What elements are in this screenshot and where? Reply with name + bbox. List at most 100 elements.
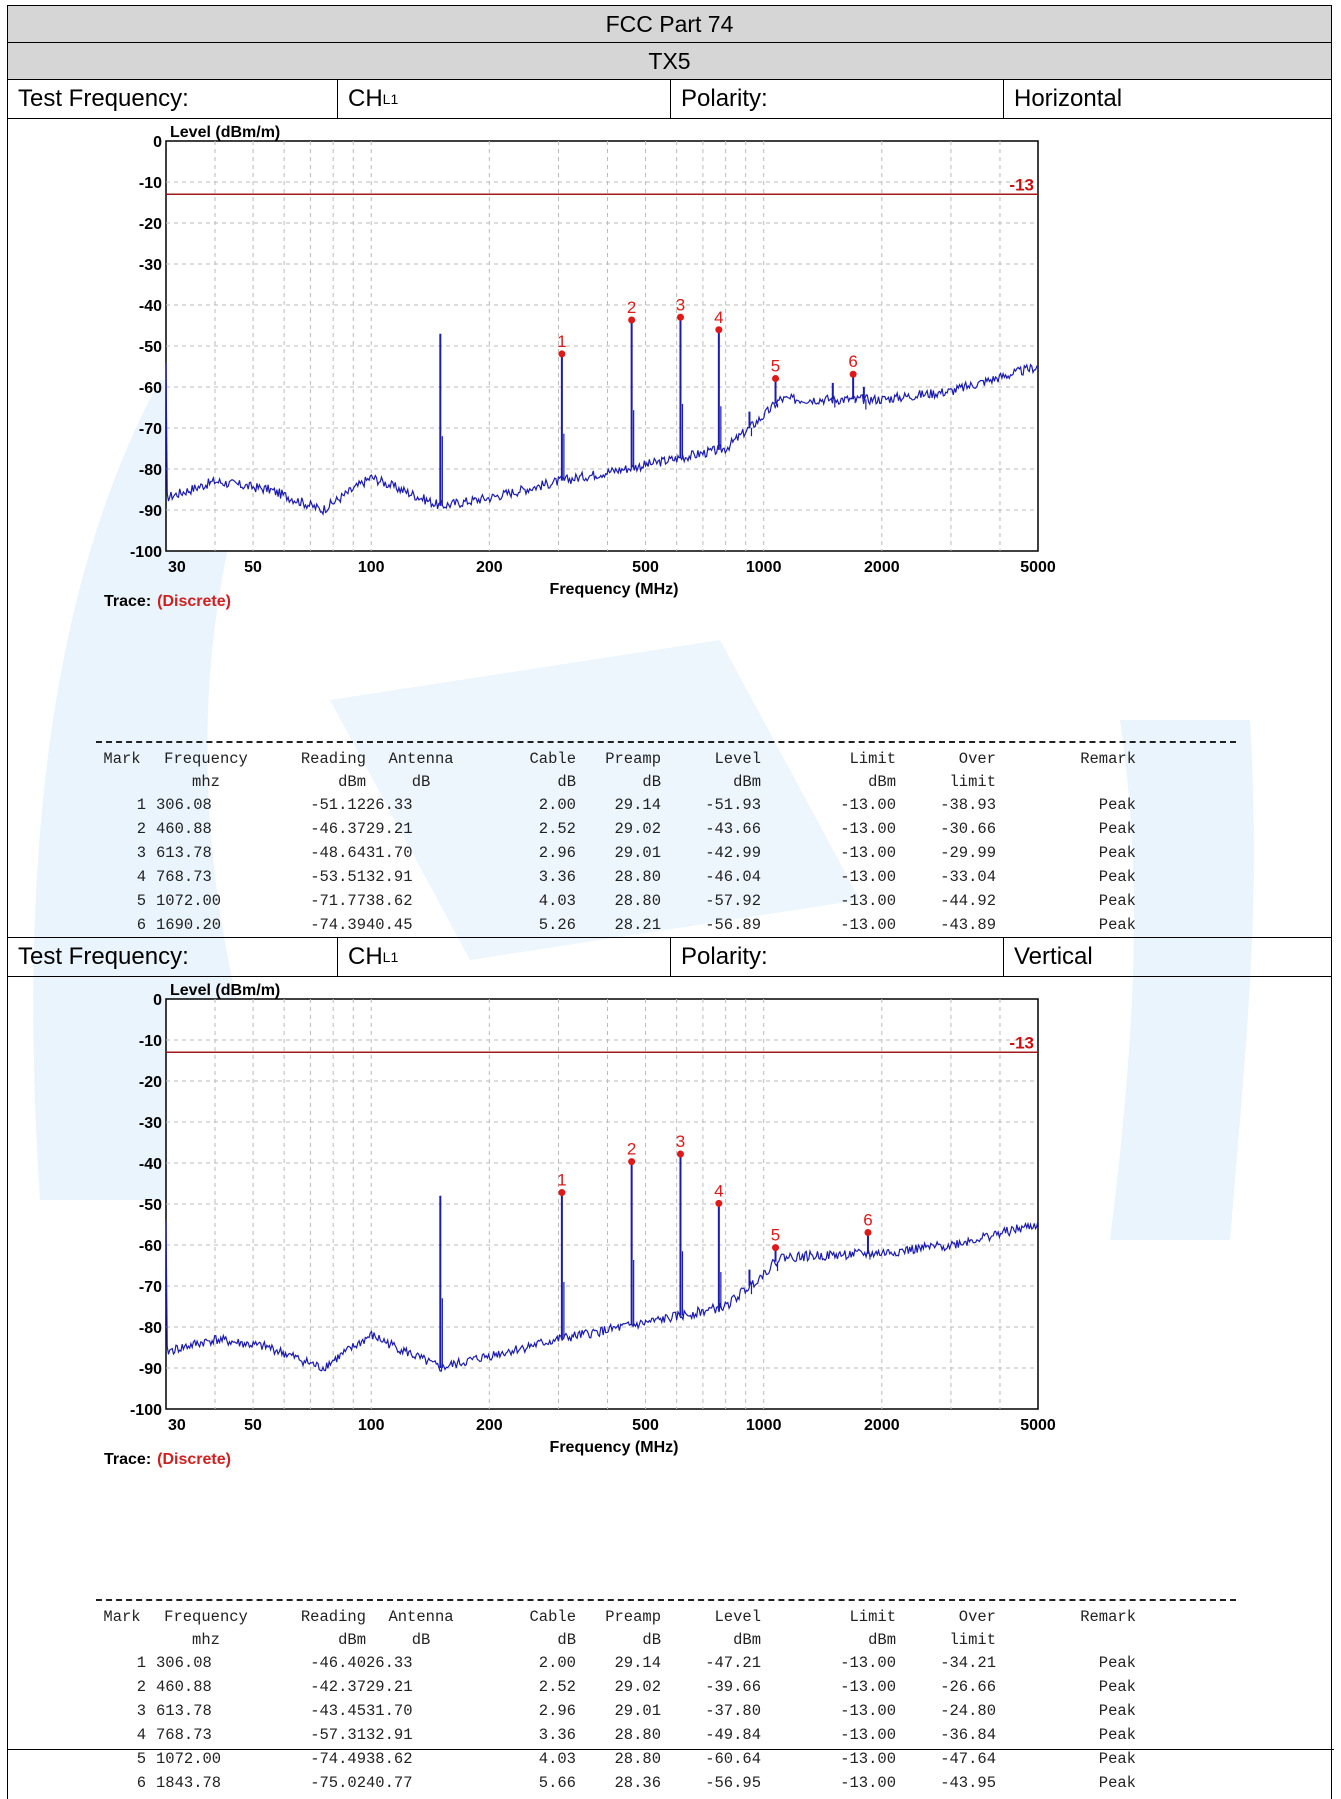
table-cell: 2.96 (538, 1702, 576, 1720)
table-cell: -47.21 (705, 1654, 761, 1672)
table-cell: 1072.00 (156, 892, 222, 910)
table-cell: 4.03 (538, 892, 576, 910)
table-cell: 3 (136, 844, 146, 862)
table-cell: -33.04 (940, 868, 996, 886)
marker-label: 4 (714, 308, 723, 327)
table-cell: 29.01 (614, 844, 661, 862)
trace-label: Trace: (104, 593, 151, 610)
y-tick-label: -40 (139, 1156, 162, 1173)
table-cell (98, 1629, 146, 1651)
trace-label: Trace: (104, 1451, 151, 1468)
table-cell: Peak (1098, 1774, 1136, 1792)
table-cell: dB (642, 1631, 661, 1649)
limit-line-label: -13 (1009, 1033, 1034, 1052)
table-cell: 28.80 (614, 892, 661, 910)
y-tick-label: -70 (139, 421, 162, 438)
table-cell: 4 (136, 868, 146, 886)
table-cell: 460.88 (156, 1678, 212, 1696)
table-cell: -46.04 (705, 868, 761, 886)
table-cell: Cable (529, 750, 576, 768)
table-cell: 306.08 (156, 1654, 212, 1672)
x-axis-title: Frequency (MHz) (550, 1439, 679, 1456)
table-cell: -37.80 (705, 1702, 761, 1720)
table-cell: 2.52 (538, 820, 576, 838)
y-tick-label: -60 (139, 1238, 162, 1255)
table-cell: 26.33 (366, 1654, 413, 1672)
table-cell: -38.93 (940, 796, 996, 814)
table-cell: Peak (1098, 1654, 1136, 1672)
table-cell: Frequency (164, 1608, 248, 1626)
table-cell: 1690.20 (156, 916, 222, 934)
table-separator (96, 1599, 1236, 1601)
trace-noise-floor (165, 362, 1039, 516)
table-cell: 5 (136, 1750, 146, 1768)
table-cell: Cable (529, 1608, 576, 1626)
table-cell: -43.95 (940, 1774, 996, 1792)
table-cell: -13.00 (840, 868, 896, 886)
table-cell: Over (958, 750, 996, 768)
table-cell: dB (557, 1631, 576, 1649)
table-cell: Remark (1080, 750, 1136, 768)
table-cell: -13.00 (840, 1774, 896, 1792)
table-header-row: Mark Frequency Reading Antenna Cable Preamp Le… (98, 1605, 1136, 1629)
y-tick-label: -60 (139, 380, 162, 397)
table-cell: -56.89 (705, 916, 761, 934)
table-cell: 26.33 (366, 796, 413, 814)
table-cell: -42.37 (310, 1678, 366, 1696)
marker-label: 1 (557, 1171, 566, 1190)
table-cell: -13.00 (840, 1750, 896, 1768)
y-tick-label: -90 (139, 1361, 162, 1378)
table-cell: -57.31 (310, 1726, 366, 1744)
y-tick-label: -40 (139, 298, 162, 315)
table-cell: 5.66 (538, 1774, 576, 1792)
table-cell: Peak (1098, 844, 1136, 862)
x-tick-label: 200 (476, 1417, 503, 1434)
table-cell: 32.91 (366, 868, 413, 886)
polarity-value: Horizontal (1014, 85, 1123, 112)
table-cell (98, 771, 146, 793)
table-row: 2 460.88 -42.37 29.21 2.52 29.02 -39.66 -13.00 -… (98, 1675, 1136, 1699)
marker-point (849, 370, 857, 378)
table-cell: 38.62 (366, 1750, 413, 1768)
table-cell: -43.66 (705, 820, 761, 838)
channel-value: CH L1 (338, 80, 671, 118)
test-frequency-label: Test Frequency: (8, 80, 338, 118)
table-header-row: Mark Frequency Reading Antenna Cable Preamp Le… (98, 747, 1136, 771)
x-tick-label: 1000 (746, 559, 782, 576)
table-cell: 460.88 (156, 820, 212, 838)
grid-lines (166, 141, 1038, 551)
table-cell: 4 (136, 1726, 146, 1744)
table-cell: Limit (849, 1608, 896, 1626)
transmitter-band: TX5 (7, 42, 1332, 79)
marker-label: 2 (627, 298, 636, 317)
table-cell: -48.64 (310, 844, 366, 862)
table-cell: 2.96 (538, 844, 576, 862)
table-cell: Limit (849, 750, 896, 768)
table-cell: -13.00 (840, 1702, 896, 1720)
table-cell: -46.37 (310, 820, 366, 838)
trace-value: (Discrete) (157, 593, 231, 610)
transmitter-title: TX5 (648, 47, 691, 74)
y-tick-label: -80 (139, 1320, 162, 1337)
table-cell: 2.00 (538, 796, 576, 814)
table-cell: 2 (136, 1678, 146, 1696)
table-cell: -13.00 (840, 844, 896, 862)
table-cell: 306.08 (156, 796, 212, 814)
table-cell: Mark (103, 1608, 141, 1626)
trace-noise-floor (165, 1220, 1039, 1372)
table-cell: dB (411, 773, 431, 791)
y-tick-label: -30 (139, 257, 162, 274)
table-cell: 768.73 (156, 868, 212, 886)
x-tick-label: 500 (632, 559, 659, 576)
y-tick-label: 0 (153, 992, 162, 1009)
marker-point (558, 1189, 566, 1197)
table-cell: 28.80 (614, 1750, 661, 1768)
table-cell: -53.51 (310, 868, 366, 886)
marker-label: 6 (848, 352, 857, 371)
table-cell: dBm (868, 1631, 896, 1649)
table-cell: Preamp (605, 1608, 661, 1626)
table-cell: -13.00 (840, 916, 896, 934)
table-cell: Peak (1098, 868, 1136, 886)
marker-point (558, 350, 566, 358)
table-cell (996, 771, 1136, 793)
